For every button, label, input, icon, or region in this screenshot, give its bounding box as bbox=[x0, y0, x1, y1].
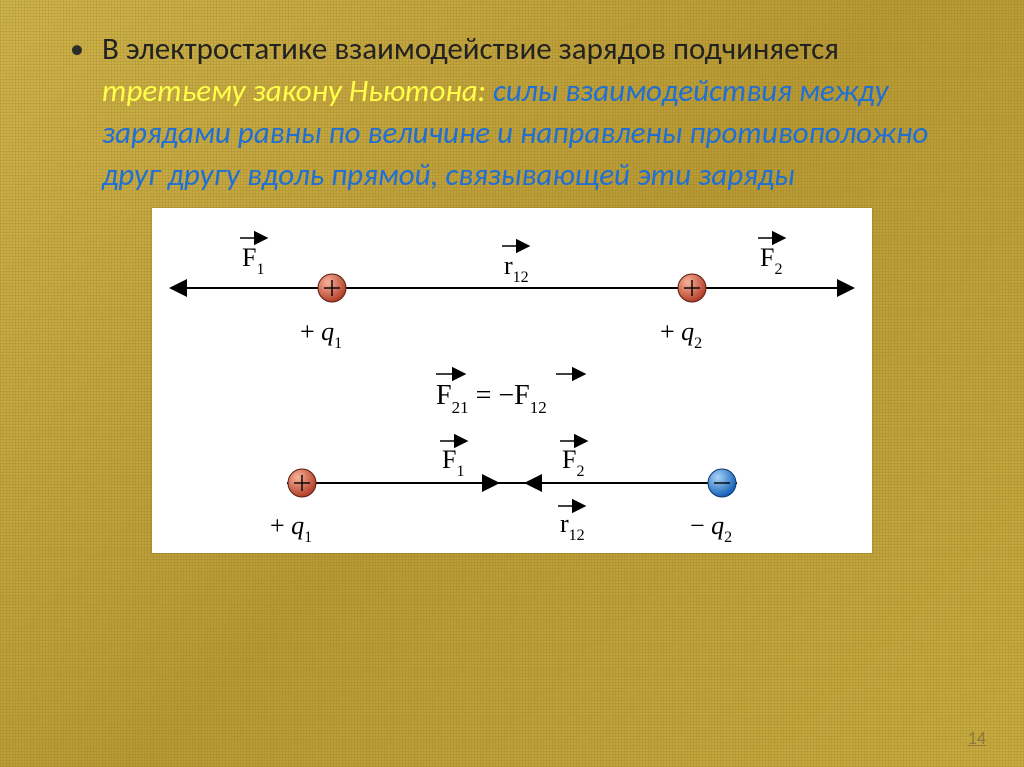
svg-text:F21 = −F12: F21 = −F12 bbox=[436, 380, 547, 417]
label-r12-bottom: r12 bbox=[560, 509, 585, 544]
label-q2-bottom: − q2 bbox=[690, 511, 732, 546]
label-q1-bottom: + q1 bbox=[270, 511, 312, 546]
label-q1-top: + q1 bbox=[300, 317, 342, 352]
coulomb-forces-diagram: F1 r12 F2 + q1 + q2 bbox=[152, 208, 872, 553]
bottom-charge-q1 bbox=[288, 469, 316, 497]
label-r12-top: r12 bbox=[504, 251, 529, 286]
page-number: 14 bbox=[968, 727, 986, 749]
top-charge-q1 bbox=[318, 274, 346, 302]
top-charge-q2 bbox=[678, 274, 706, 302]
formula-newton3: F21 = −F12 bbox=[436, 374, 584, 417]
bullet-marker: • bbox=[70, 28, 84, 70]
bullet-text: В электростатике взаимодействие зарядов … bbox=[102, 28, 954, 196]
bottom-charge-q2 bbox=[708, 469, 736, 497]
label-F1-top: F1 bbox=[242, 243, 264, 278]
label-F2-top: F2 bbox=[760, 243, 782, 278]
label-F2-bottom: F2 bbox=[562, 445, 584, 480]
text-segment-2: третьему закону Ньютона: bbox=[102, 72, 493, 110]
label-q2-top: + q2 bbox=[660, 317, 702, 352]
slide: • В электростатике взаимодействие зарядо… bbox=[0, 0, 1024, 767]
label-F1-bottom: F1 bbox=[442, 445, 464, 480]
bullet-item: • В электростатике взаимодействие зарядо… bbox=[70, 28, 954, 196]
diagram-svg: F1 r12 F2 + q1 + q2 bbox=[152, 208, 872, 553]
text-segment-1: В электростатике взаимодействие зарядов … bbox=[102, 30, 839, 68]
